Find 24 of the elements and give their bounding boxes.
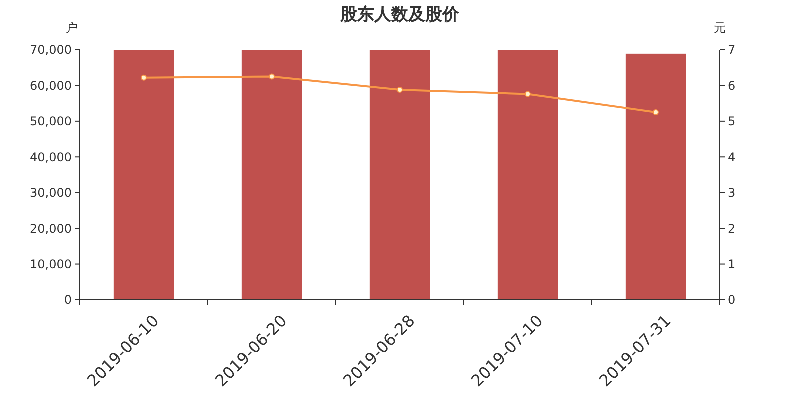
- y2-tick-label: 5: [728, 114, 736, 129]
- y2-tick-label: 2: [728, 222, 736, 236]
- y-tick-label: 60,000: [30, 78, 72, 93]
- y2-tick-label: 6: [728, 78, 736, 93]
- y2-tick-label: 4: [728, 150, 736, 164]
- y-tick-label: 70,000: [30, 43, 72, 58]
- y-tick-label: 10,000: [30, 257, 72, 272]
- point: [397, 87, 403, 93]
- point: [269, 74, 275, 80]
- y2-tick-label: 3: [728, 186, 736, 200]
- y-tick-label: 0: [64, 293, 72, 308]
- point: [653, 110, 659, 116]
- chart-title: 股东人数及股价: [340, 5, 460, 25]
- y-axis-title: 户: [66, 21, 78, 35]
- y-tick-label: 40,000: [30, 150, 72, 164]
- y2-tick-label: 1: [728, 257, 736, 272]
- y-tick-label: 30,000: [30, 186, 72, 200]
- y-tick-label: 50,000: [30, 114, 72, 129]
- y2-axis-title: 元: [714, 21, 726, 35]
- y-tick-label: 20,000: [30, 222, 72, 236]
- point: [525, 91, 531, 98]
- point: [141, 74, 147, 81]
- y2-tick-label: 0: [728, 293, 736, 308]
- y2-tick-label: 7: [728, 43, 736, 58]
